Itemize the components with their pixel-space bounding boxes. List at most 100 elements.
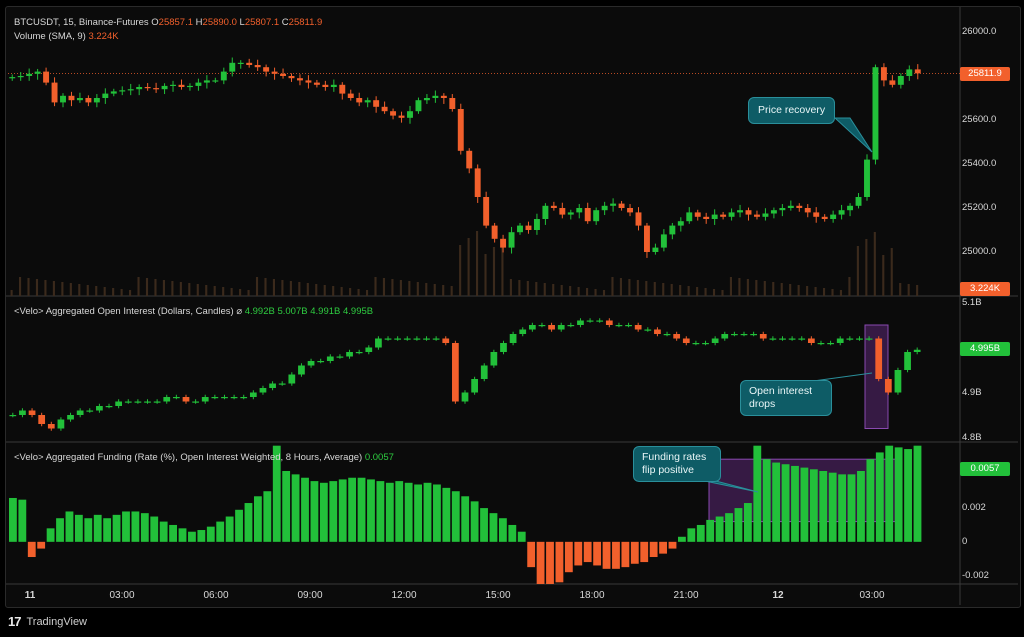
funding-bar: [178, 528, 187, 542]
volume-bar: [145, 278, 149, 296]
oi-candle: [365, 347, 373, 352]
volume-bar: [729, 277, 733, 296]
volume-bar: [560, 285, 563, 296]
time-axis-tick: 12:00: [391, 590, 417, 601]
volume-bar: [179, 282, 182, 296]
high-label: H: [195, 17, 203, 28]
price-candle: [787, 205, 794, 208]
oi-candle: [577, 320, 584, 325]
volume-indicator-label[interactable]: Volume (SMA, 9): [14, 31, 86, 42]
funding-bar: [272, 445, 281, 542]
price-candle: [889, 80, 896, 85]
funding-bar: [367, 479, 375, 542]
volume-bar: [357, 289, 360, 296]
volume-bar: [323, 285, 326, 296]
funding-indicator-label[interactable]: <Velo> Aggregated Funding (Rate (%), Ope…: [14, 452, 363, 463]
funding-bar: [253, 496, 262, 542]
price-candle: [280, 73, 287, 76]
volume-bar: [450, 286, 453, 296]
price-candle: [93, 98, 100, 103]
volume-bar: [882, 255, 885, 296]
price-candle: [601, 205, 608, 211]
volume-bar: [746, 279, 749, 296]
close-value: 25811.9: [288, 17, 323, 28]
oi-candle: [548, 325, 555, 330]
price-candle: [330, 84, 337, 87]
oi-candle: [634, 325, 642, 330]
open-value: 25857.1: [158, 17, 194, 28]
funding-bar: [593, 541, 602, 566]
price-candle: [669, 225, 676, 235]
price-candle: [728, 212, 735, 217]
volume-bar: [374, 277, 377, 296]
oi-candle: [298, 365, 305, 375]
tradingview-brand[interactable]: TradingView: [26, 615, 88, 628]
funding-bar: [216, 521, 225, 542]
oi-candle: [769, 338, 777, 340]
funding-bar: [809, 469, 818, 542]
funding-bar: [555, 541, 564, 583]
oi-candle: [288, 374, 296, 384]
oi-last-tag: 4.995B: [960, 342, 1010, 356]
volume-bar: [467, 238, 470, 296]
volume-bar: [679, 285, 682, 296]
funding-bar: [46, 528, 55, 542]
volume-bar: [61, 282, 64, 296]
price-candle: [847, 205, 854, 211]
funding-bar: [885, 445, 894, 542]
price-candle: [60, 95, 66, 103]
volume-bar: [831, 289, 834, 296]
volume-bar: [797, 285, 800, 296]
oi-candle: [788, 338, 796, 340]
oi-candle: [692, 343, 700, 345]
volume-bar: [543, 283, 546, 296]
volume-bar: [738, 278, 741, 296]
oi-drops-callout: Open interest drops: [740, 380, 832, 416]
volume-bar: [755, 280, 758, 296]
volume-bar: [712, 289, 716, 296]
close-label: C: [281, 17, 289, 28]
volume-bar: [856, 246, 859, 296]
oi-candle: [817, 343, 825, 345]
funding-bar: [630, 541, 639, 564]
volume-bar: [636, 280, 639, 296]
oi-candle: [731, 334, 738, 336]
price-candle: [373, 100, 380, 107]
oi-candle: [336, 356, 344, 358]
oi-candle: [67, 415, 74, 420]
price-candle: [356, 98, 363, 103]
price-candle: [237, 62, 244, 64]
oi-candle: [115, 401, 123, 406]
oi-candle: [586, 320, 594, 322]
price-candle: [195, 82, 202, 86]
volume-bar: [611, 277, 614, 296]
price-axis-tick: 26000.0: [962, 26, 997, 37]
price-candle: [144, 87, 151, 89]
oi-indicator-label[interactable]: <Velo> Aggregated Open Interest (Dollars…: [14, 306, 234, 317]
funding-bar: [18, 499, 27, 542]
funding-bar: [244, 503, 253, 542]
price-candle: [880, 67, 887, 81]
oi-candle: [173, 397, 180, 399]
funding-bar: [819, 470, 828, 542]
price-candle: [517, 225, 523, 233]
funding-bar: [866, 459, 875, 542]
oi-candle: [875, 338, 883, 379]
volume-bar: [899, 283, 902, 296]
volume-bar: [188, 283, 191, 296]
funding-bar: [800, 467, 809, 542]
oi-candle: [519, 329, 527, 334]
funding-bar: [93, 514, 102, 542]
oi-candle: [856, 338, 863, 340]
symbol-label[interactable]: BTCUSDT, 15, Binance-Futures: [14, 17, 149, 28]
funding-bar: [696, 524, 705, 542]
volume-bar: [120, 289, 123, 296]
volume-bar: [865, 239, 868, 296]
funding-bar: [828, 472, 837, 542]
oi-candle: [96, 406, 103, 411]
volume-bar: [171, 281, 174, 296]
funding-indicator-value: 0.0057: [364, 452, 394, 463]
volume-bar: [586, 288, 589, 296]
